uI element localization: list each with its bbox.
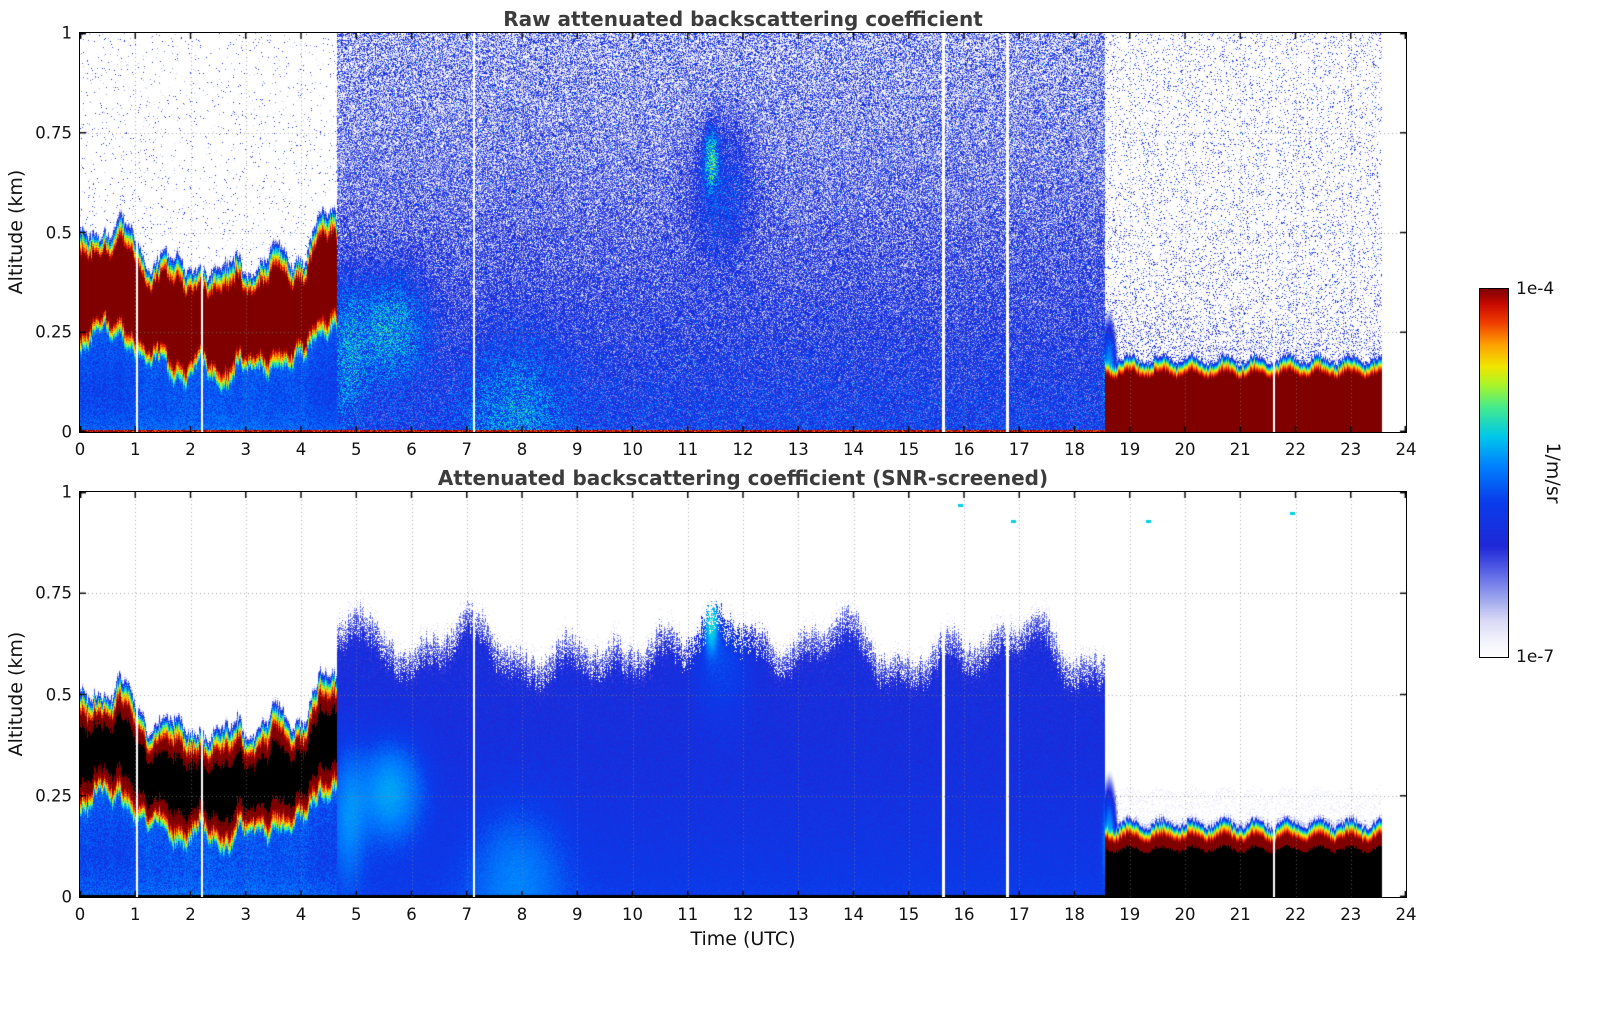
x-tick-label: 14	[843, 905, 864, 924]
x-tick-label: 12	[732, 905, 754, 924]
x-tick-label: 7	[461, 440, 473, 459]
x-tick-label: 1	[130, 905, 141, 924]
y-tick-label: 0.75	[35, 583, 72, 603]
x-tick-label: 11	[677, 440, 699, 459]
x-tick-label: 9	[572, 905, 583, 924]
x-tick-label: 10	[622, 440, 643, 459]
x-tick-label: 24	[1395, 905, 1417, 924]
x-tick-label: 21	[1229, 905, 1251, 924]
x-tick-label: 2	[185, 440, 196, 459]
y-tick-label: 0.25	[35, 322, 72, 342]
x-tick-label: 21	[1229, 440, 1251, 459]
y-tick-label: 0.5	[45, 223, 72, 242]
x-tick-label: 23	[1340, 905, 1362, 924]
y-tick-label: 0	[61, 422, 73, 442]
raw-panel-title: Raw attenuated backscattering coefficien…	[503, 7, 983, 31]
x-tick-label: 4	[295, 440, 307, 459]
x-tick-label: 1	[130, 440, 141, 459]
colorbar-gradient-canvas	[1480, 289, 1508, 657]
x-tick-label: 6	[406, 440, 417, 459]
x-tick-label: 13	[787, 905, 809, 924]
y-tick-label: 0.5	[45, 685, 72, 704]
screened-heatmap-canvas	[80, 492, 1406, 897]
x-tick-label: 24	[1395, 440, 1417, 459]
x-tick-label: 0	[74, 440, 86, 459]
x-tick-label: 16	[953, 440, 975, 459]
x-tick-label: 5	[351, 905, 362, 924]
x-tick-label: 2	[185, 905, 196, 924]
colorbar	[1479, 288, 1509, 658]
x-tick-label: 7	[461, 905, 473, 924]
x-tick-label: 8	[516, 905, 528, 924]
x-tick-label: 15	[898, 440, 920, 459]
x-tick-label: 10	[622, 905, 643, 924]
x-tick-label: 3	[240, 905, 252, 924]
y-tick-label: 0.75	[35, 123, 72, 143]
x-tick-label: 9	[572, 440, 583, 459]
colorbar-units-label: 1/m/sr	[1542, 442, 1564, 504]
x-tick-label: 11	[677, 905, 699, 924]
colorbar-min-label: 1e-7	[1516, 647, 1555, 667]
y-tick-label: 1	[61, 23, 73, 43]
x-tick-label: 18	[1064, 905, 1085, 924]
y-tick-label: 0	[61, 887, 73, 907]
x-tick-label: 17	[1008, 440, 1030, 459]
screened-panel-plot-area	[79, 491, 1407, 898]
x-tick-label: 20	[1174, 440, 1196, 459]
x-tick-label: 5	[351, 440, 362, 459]
y-tick-label: 0.25	[35, 786, 72, 806]
x-tick-label: 22	[1285, 440, 1306, 459]
x-tick-label: 19	[1119, 905, 1141, 924]
raw-panel-plot-area	[79, 32, 1407, 433]
screened-panel-title: Attenuated backscattering coefficient (S…	[437, 466, 1049, 490]
x-tick-label: 23	[1340, 440, 1362, 459]
x-tick-label: 8	[516, 440, 528, 459]
x-tick-label: 17	[1008, 905, 1030, 924]
x-tick-label: 4	[295, 905, 307, 924]
x-tick-label: 13	[787, 440, 809, 459]
y-tick-label: 1	[61, 482, 73, 502]
colorbar-max-label: 1e-4	[1516, 279, 1555, 299]
x-tick-label: 6	[406, 905, 417, 924]
x-tick-label: 16	[953, 905, 975, 924]
x-tick-label: 0	[74, 905, 86, 924]
x-tick-label: 15	[898, 905, 920, 924]
raw-heatmap-canvas	[80, 33, 1406, 432]
x-tick-label: 14	[843, 440, 864, 459]
x-tick-label: 22	[1285, 905, 1306, 924]
x-axis-label: Time (UTC)	[690, 928, 796, 950]
x-tick-label: 12	[732, 440, 754, 459]
x-tick-label: 20	[1174, 905, 1196, 924]
x-tick-label: 18	[1064, 440, 1085, 459]
x-tick-label: 19	[1119, 440, 1141, 459]
x-tick-label: 3	[240, 440, 252, 459]
